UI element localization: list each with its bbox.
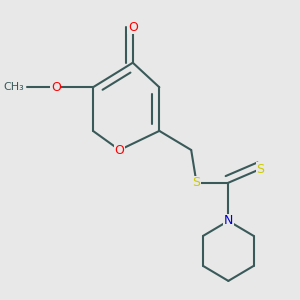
Text: N: N [224,214,233,227]
Text: O: O [128,21,138,34]
Text: O: O [115,143,124,157]
Text: CH₃: CH₃ [3,82,24,92]
Text: S: S [256,163,264,176]
Text: S: S [193,176,200,189]
Text: O: O [51,81,61,94]
